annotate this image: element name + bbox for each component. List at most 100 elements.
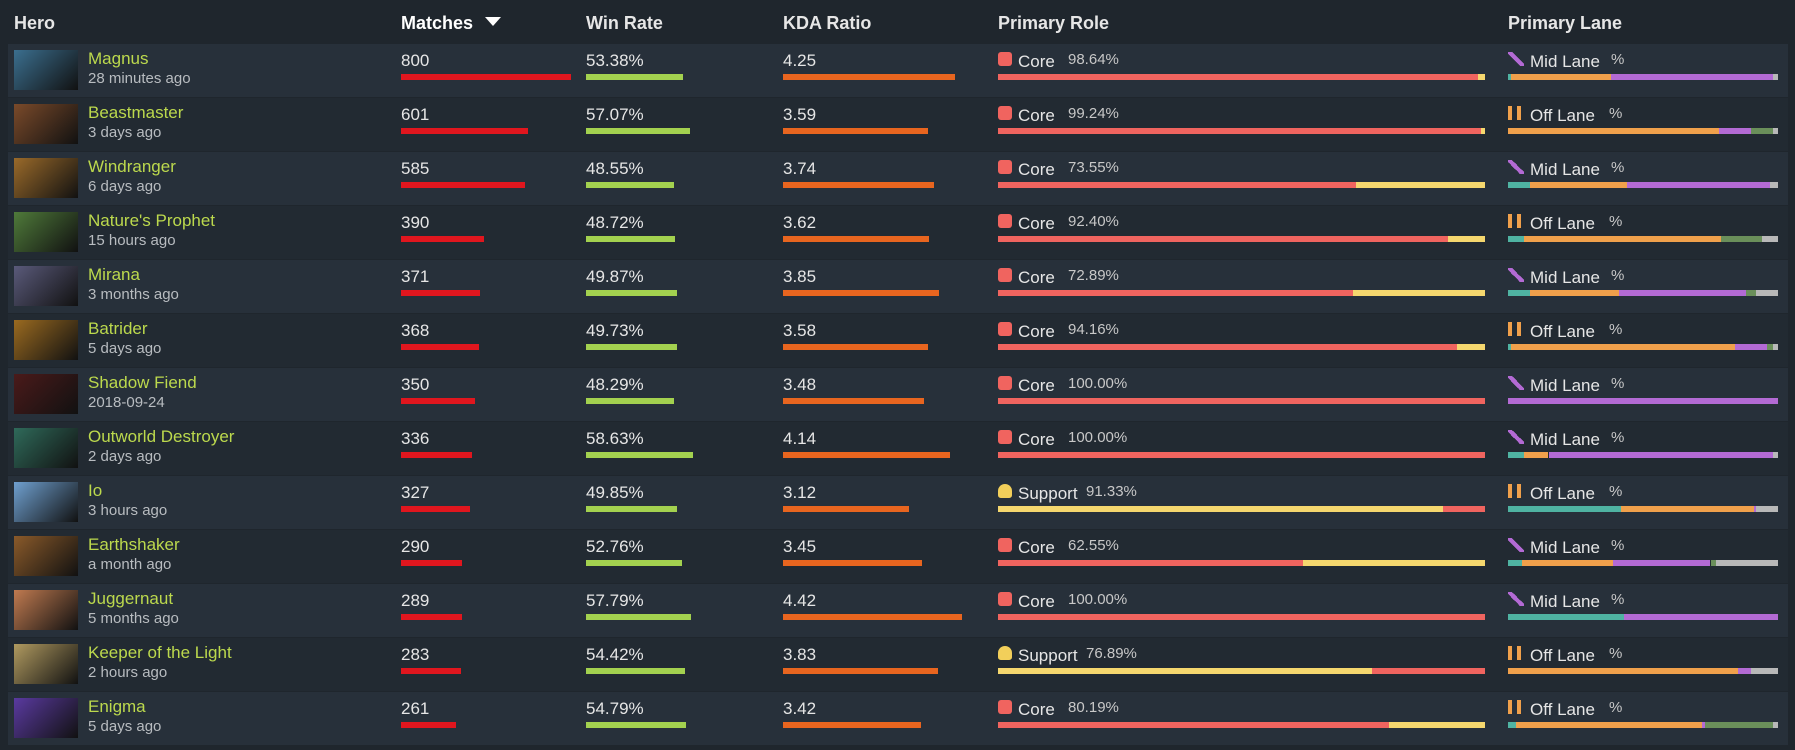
hero-name: Keeper of the Light: [88, 643, 232, 662]
hero-name: Juggernaut: [88, 589, 174, 608]
role-bar-other: [1372, 668, 1485, 674]
hero-name: Magnus: [88, 49, 149, 68]
lane-pct: %: [1611, 267, 1625, 284]
matches-bar: [401, 560, 463, 566]
lane-name: Off Lane: [1530, 700, 1595, 719]
lane-bar-segment: [1516, 722, 1703, 728]
matches-value: 336: [401, 429, 430, 448]
role-icon: [998, 592, 1012, 606]
win-rate-bar: [586, 398, 674, 404]
hero-row: Io 3 hours ago 327 49.85% 3.12 Support 91.33% O…: [8, 476, 1788, 529]
matches-value: 371: [401, 267, 430, 286]
lane-bar-segment: [1508, 344, 1511, 350]
role-bar-other: [1442, 506, 1485, 512]
hero-row: Beastmaster 3 days ago 601 57.07% 3.59 Core 99…: [8, 98, 1788, 151]
hero-portrait: [14, 158, 78, 198]
role-name: Core: [1018, 214, 1055, 233]
lane-name: Off Lane: [1530, 322, 1595, 341]
matches-value: 289: [401, 591, 430, 610]
lane-icon: [1508, 538, 1524, 552]
role-name: Core: [1018, 268, 1055, 287]
role-icon: [998, 538, 1012, 552]
lane-icon: [1508, 700, 1524, 714]
lane-bar-segment: [1508, 74, 1511, 80]
matches-bar: [401, 668, 461, 674]
matches-value: 290: [401, 537, 430, 556]
win-rate-bar: [586, 128, 690, 134]
lane-bar-segment: [1721, 236, 1762, 242]
lane-pct: %: [1611, 159, 1625, 176]
last-played: 3 days ago: [88, 124, 162, 141]
lane-bar-segment: [1508, 452, 1525, 458]
role-name: Core: [1018, 160, 1055, 179]
matches-value: 350: [401, 375, 430, 394]
win-rate-bar: [586, 560, 683, 566]
lane-icon: [1508, 592, 1524, 606]
win-rate-bar: [586, 506, 677, 512]
win-rate-bar: [586, 236, 675, 242]
hero-portrait: [14, 320, 78, 360]
column-header: Win Rate: [586, 13, 663, 33]
win-rate-value: 57.79%: [586, 591, 644, 610]
role-bar-other: [1388, 722, 1485, 728]
hero-portrait: [14, 266, 78, 306]
column-header: Primary Role: [998, 13, 1110, 33]
last-played: 15 hours ago: [88, 232, 176, 249]
role-pct: 99.24%: [1068, 105, 1119, 122]
lane-icon: [1508, 376, 1524, 390]
win-rate-bar: [586, 344, 677, 350]
matches-bar: [401, 452, 473, 458]
win-rate-value: 58.63%: [586, 429, 644, 448]
lane-bar-segment: [1508, 506, 1622, 512]
lane-name: Off Lane: [1530, 484, 1595, 503]
role-name: Support: [1018, 646, 1078, 665]
role-bar-primary: [998, 236, 1448, 242]
win-rate-value: 54.79%: [586, 699, 644, 718]
win-rate-bar: [586, 614, 692, 620]
kda-value: 3.45: [783, 537, 817, 556]
role-pct: 80.19%: [1068, 699, 1119, 716]
lane-bar-segment: [1508, 560, 1522, 566]
role-pct: 73.55%: [1068, 159, 1119, 176]
lane-bar-segment: [1769, 182, 1778, 188]
lane-pct: %: [1609, 321, 1623, 338]
lane-bar-segment: [1508, 722, 1517, 728]
hero-row: Enigma 5 days ago 261 54.79% 3.42 Core 80.19% O…: [8, 692, 1788, 745]
role-pct: 100.00%: [1068, 375, 1128, 392]
kda-bar: [783, 614, 962, 620]
last-played: 5 months ago: [88, 610, 179, 627]
win-rate-value: 53.38%: [586, 51, 644, 70]
hero-name: Batrider: [88, 319, 148, 338]
lane-bar-segment: [1508, 614, 1625, 620]
lane-bar-segment: [1529, 182, 1627, 188]
lane-icon: [1508, 484, 1524, 498]
lane-bar-segment: [1613, 560, 1711, 566]
lane-pct: %: [1611, 537, 1625, 554]
lane-bar-segment: [1761, 236, 1778, 242]
hero-portrait: [14, 698, 78, 738]
role-bar-other: [1481, 128, 1485, 134]
hero-portrait: [14, 50, 78, 90]
last-played: 2018-09-24: [88, 394, 165, 411]
hero-name: Beastmaster: [88, 103, 184, 122]
kda-value: 3.42: [783, 699, 817, 718]
lane-bar-segment: [1710, 560, 1716, 566]
role-icon: [998, 430, 1012, 444]
lane-icon: [1508, 268, 1524, 282]
hero-row: Earthshaker a month ago 290 52.76% 3.45 Core 6…: [8, 530, 1788, 583]
last-played: 2 days ago: [88, 448, 162, 465]
kda-value: 3.58: [783, 321, 817, 340]
role-name: Core: [1018, 52, 1055, 71]
win-rate-bar: [586, 452, 693, 458]
matches-value: 327: [401, 483, 430, 502]
role-bar-primary: [998, 560, 1303, 566]
lane-bar-segment: [1524, 452, 1549, 458]
lane-bar-segment: [1508, 182, 1530, 188]
lane-bar-segment: [1756, 290, 1778, 296]
kda-bar: [783, 236, 930, 242]
lane-bar-segment: [1508, 128, 1719, 134]
lane-name: Off Lane: [1530, 106, 1595, 125]
lane-bar-segment: [1753, 506, 1757, 512]
last-played: 28 minutes ago: [88, 70, 191, 87]
lane-bar-segment: [1745, 290, 1757, 296]
